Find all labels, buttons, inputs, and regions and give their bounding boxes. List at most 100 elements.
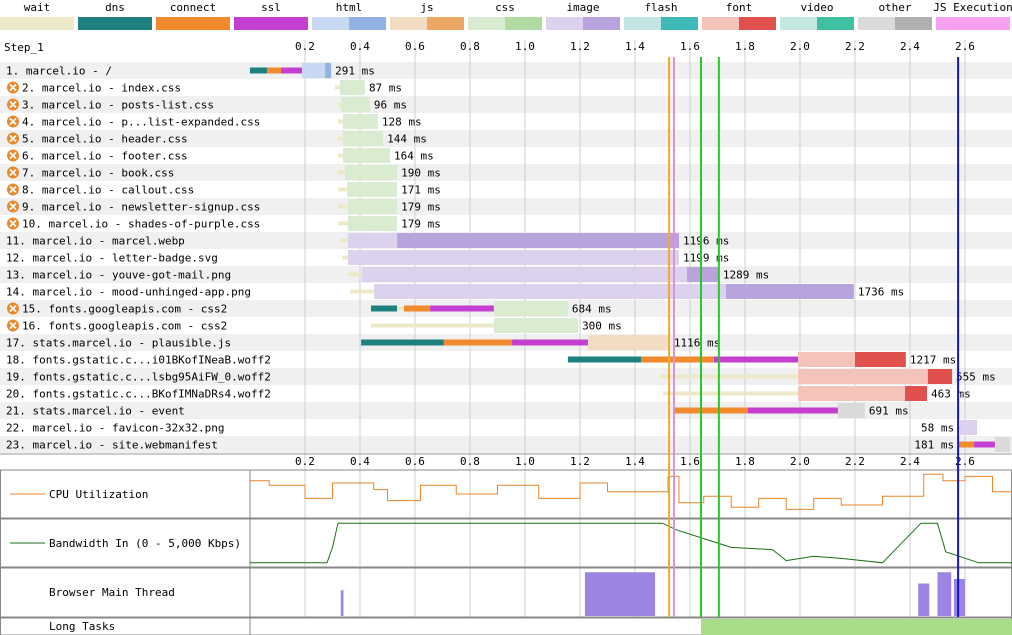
request-time: 96 ms <box>374 99 407 112</box>
request-segment-ttfb <box>361 267 687 282</box>
request-segment-ttfb <box>301 63 326 78</box>
legend-swatch <box>936 17 1010 30</box>
request-time: 87 ms <box>369 82 402 95</box>
panel-stripe <box>0 568 1012 617</box>
legend-label: image <box>566 1 599 14</box>
legend-swatch-dark <box>505 17 542 30</box>
request-label: 13. marcel.io - youve-got-mail.png <box>6 269 231 282</box>
legend-swatch-light <box>780 17 817 30</box>
request-segment-download <box>397 233 679 248</box>
request-segment-wait <box>337 102 342 107</box>
request-time: 300 ms <box>582 320 622 333</box>
request-time: 1217 ms <box>910 354 956 367</box>
legend-swatch-dark <box>427 17 464 30</box>
request-time: 128 ms <box>382 116 422 129</box>
legend-swatch-light <box>468 17 505 30</box>
request-segment-ttfb <box>347 233 398 248</box>
request-label: 12. marcel.io - letter-badge.svg <box>6 252 218 265</box>
legend-label: connect <box>170 1 216 14</box>
request-segment-ttfb <box>342 114 378 129</box>
x-tick-label: 2.2 <box>845 40 865 53</box>
render-blocking-cross <box>9 304 17 313</box>
request-time: 1199 ms <box>683 252 729 265</box>
main-thread-block <box>937 572 952 616</box>
panel-stripe <box>0 470 1012 518</box>
request-label: 14. marcel.io - mood-unhinged-app.png <box>6 286 251 299</box>
request-label: 4. marcel.io - p...list-expanded.css <box>22 116 260 129</box>
x-tick-label: 2.6 <box>955 40 975 53</box>
request-time: 144 ms <box>387 133 427 146</box>
legend-label: dns <box>105 1 125 14</box>
legend-swatch-dark <box>817 17 854 30</box>
panel-label: Long Tasks <box>49 620 115 633</box>
row-stripe <box>0 436 1012 453</box>
panel-label: Bandwidth In (0 - 5,000 Kbps) <box>49 537 241 550</box>
legend-swatch-light <box>858 17 895 30</box>
legend-label: js <box>420 1 433 14</box>
render-blocking-cross <box>9 321 17 330</box>
request-segment-download <box>927 369 953 384</box>
request-segment-ttfb <box>347 199 398 214</box>
request-label: 16. fonts.googleapis.com - css2 <box>22 320 227 333</box>
request-label: 7. marcel.io - book.css <box>22 167 174 180</box>
request-label: 2. marcel.io - index.css <box>22 82 181 95</box>
legend-swatch <box>0 17 74 30</box>
legend-label: ssl <box>261 1 281 14</box>
request-label: 15. fonts.googleapis.com - css2 <box>22 303 227 316</box>
legend-label: other <box>878 1 911 14</box>
legend-label: wait <box>24 1 51 14</box>
request-segment-dns <box>361 339 444 346</box>
request-segment-wait <box>663 391 799 396</box>
request-segment-connect <box>641 356 714 363</box>
request-segment-wait <box>350 289 375 294</box>
request-segment-connect <box>403 305 431 312</box>
request-label: 5. marcel.io - header.css <box>22 133 188 146</box>
request-segment-download <box>905 386 928 401</box>
x-tick-label: 2.4 <box>900 40 920 53</box>
request-segment-wait <box>397 306 404 311</box>
x-tick-label: 2.0 <box>790 455 810 468</box>
request-label: 20. fonts.gstatic.c...BKofIMNaDRs4.woff2 <box>6 388 271 401</box>
request-time: 1289 ms <box>723 269 769 282</box>
request-segment-ttfb <box>347 182 398 197</box>
request-segment-wait <box>347 272 362 277</box>
request-label: 23. marcel.io - site.webmanifest <box>6 439 218 452</box>
panel-label: Browser Main Thread <box>49 586 175 599</box>
request-label: 9. marcel.io - newsletter-signup.css <box>22 201 260 214</box>
x-tick-label: 1.8 <box>735 40 755 53</box>
render-blocking-cross <box>9 185 17 194</box>
request-segment-wait <box>337 204 348 209</box>
x-tick-label: 0.2 <box>295 40 315 53</box>
step-label: Step_1 <box>4 41 44 54</box>
request-segment-ttfb <box>960 420 978 435</box>
x-tick-label: 0.2 <box>295 455 315 468</box>
render-blocking-cross <box>9 134 17 143</box>
x-tick-label: 0.4 <box>350 455 370 468</box>
x-tick-label: 1.2 <box>570 40 590 53</box>
panel-label: CPU Utilization <box>49 488 148 501</box>
request-segment-dns <box>250 67 268 74</box>
request-segment-ttfb <box>342 148 390 163</box>
request-time: 555 ms <box>956 371 996 384</box>
legend-swatch-light <box>390 17 427 30</box>
request-segment-ttfb <box>341 97 370 112</box>
request-segment-dns <box>567 356 642 363</box>
request-time: 171 ms <box>401 184 441 197</box>
x-tick-label: 1.6 <box>680 40 700 53</box>
request-segment-connect <box>443 339 513 346</box>
request-segment-wait <box>337 136 343 141</box>
request-segment-wait <box>660 374 799 379</box>
request-segment-wait <box>337 187 348 192</box>
row-stripe <box>0 164 1012 181</box>
request-label: 19. fonts.gstatic.c...lsbg95AiFW_0.woff2 <box>6 371 271 384</box>
row-stripe <box>0 62 1012 79</box>
x-tick-label: 2.0 <box>790 40 810 53</box>
request-time: 463 ms <box>931 388 971 401</box>
row-stripe <box>0 96 1012 113</box>
x-tick-label: 1.4 <box>625 455 645 468</box>
request-segment-ttfb <box>798 386 906 401</box>
legend-swatch-dark <box>661 17 698 30</box>
legend-label: video <box>800 1 833 14</box>
request-segment-ssl <box>430 305 494 312</box>
